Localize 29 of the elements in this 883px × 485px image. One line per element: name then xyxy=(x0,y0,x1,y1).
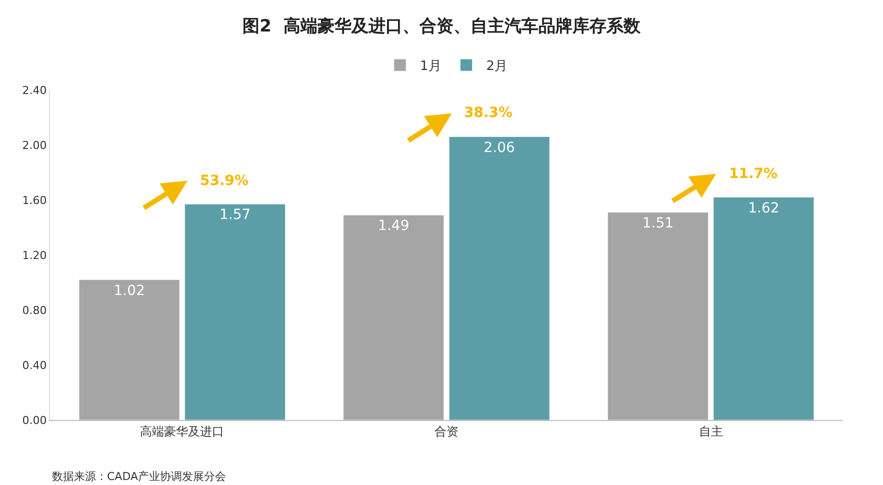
annotation: 53.9% xyxy=(200,173,249,189)
x-tick-label: 自主 xyxy=(698,424,723,438)
x-tick-label: 高端豪华及进口 xyxy=(140,424,224,438)
bar xyxy=(78,280,180,420)
annotation: 11.7% xyxy=(729,166,778,182)
bar xyxy=(713,197,814,420)
bar xyxy=(184,204,286,420)
chart-title: 图2 高端豪华及进口、合资、自主汽车品牌库存系数 xyxy=(242,16,642,36)
data-label: 1.02 xyxy=(114,282,145,299)
y-tick-label: 0.00 xyxy=(22,414,47,427)
data-label: 2.06 xyxy=(484,140,515,156)
y-tick-label: 1.60 xyxy=(22,194,47,207)
x-tick-label: 合资 xyxy=(434,424,458,438)
y-tick-label: 0.40 xyxy=(22,358,47,372)
legend-label: 2月 xyxy=(486,59,508,74)
bar xyxy=(448,136,550,420)
source-note: 数据来源：CADA产业协调发展分会 xyxy=(52,470,226,483)
annotation: 38.3% xyxy=(464,105,513,121)
bar xyxy=(607,212,708,420)
y-tick-label: 2.40 xyxy=(22,84,47,97)
bar xyxy=(343,214,444,420)
data-label: 1.57 xyxy=(219,207,251,224)
y-tick-label: 1.20 xyxy=(22,248,47,262)
data-label: 1.51 xyxy=(642,215,674,232)
data-label: 1.62 xyxy=(748,200,780,216)
y-tick-label: 2.00 xyxy=(22,138,47,152)
data-label: 1.49 xyxy=(378,218,410,234)
y-tick-label: 0.80 xyxy=(22,304,47,317)
legend-label: 1月 xyxy=(420,59,442,74)
